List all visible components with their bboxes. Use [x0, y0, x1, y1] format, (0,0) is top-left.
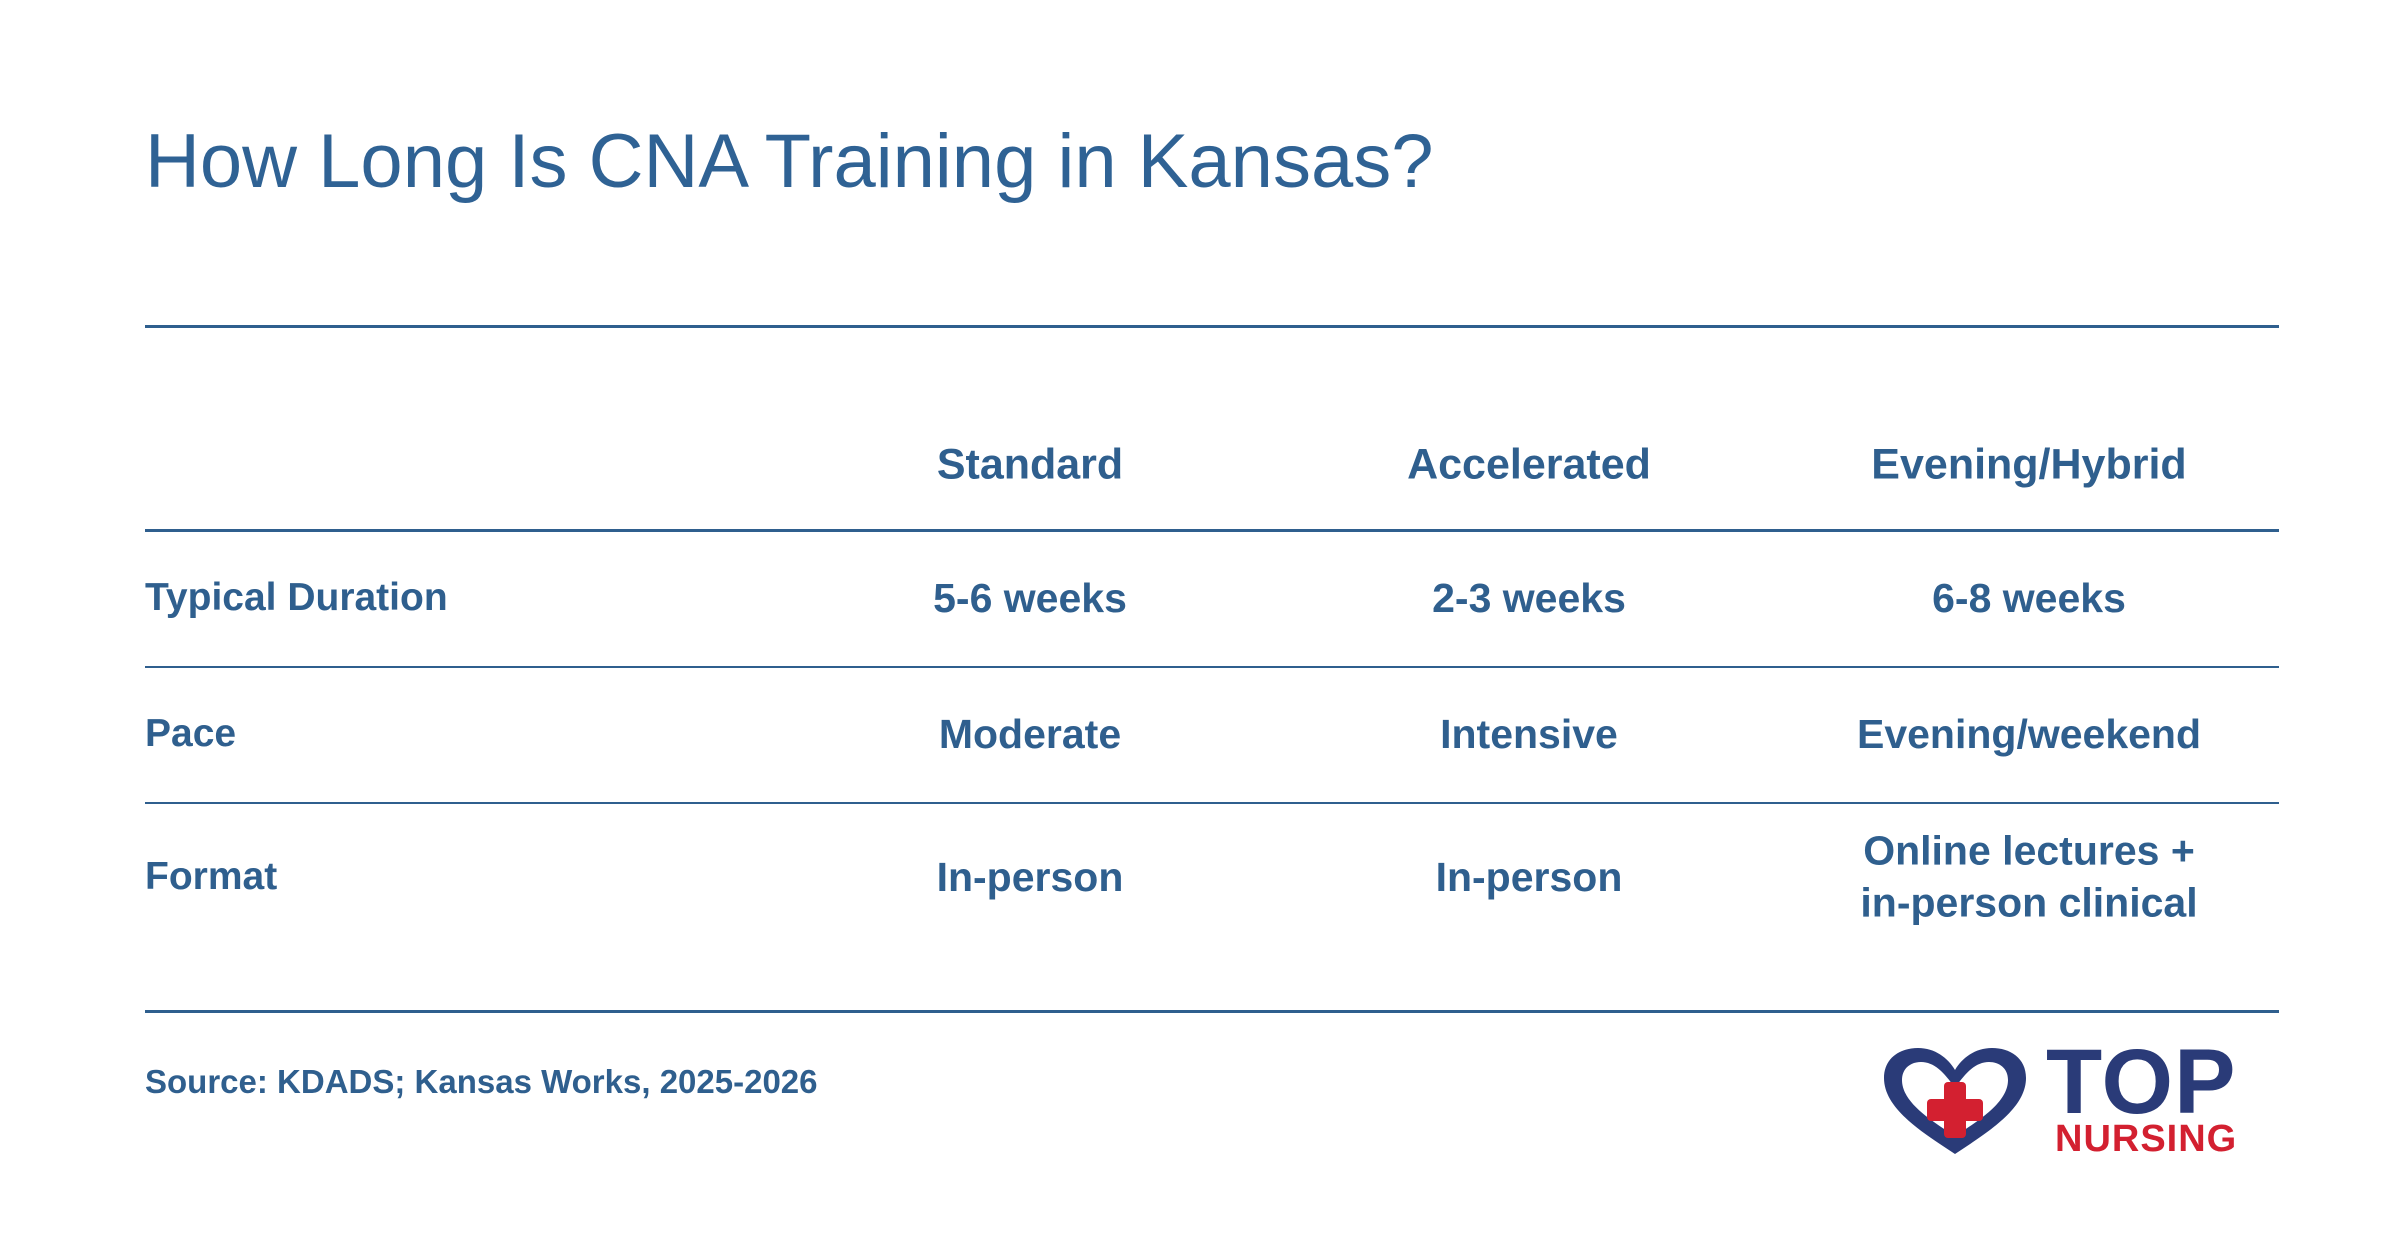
row-label: Pace — [145, 712, 237, 755]
rule — [145, 529, 2279, 532]
source: Source: KDADS; Kansas Works, 2025-2026 — [145, 1063, 818, 1100]
cell: Moderate — [938, 710, 1122, 757]
logo-text: TOP — [2046, 1031, 2237, 1133]
rule — [145, 325, 2279, 328]
cell: 5-6 weeks — [933, 574, 1127, 621]
cell: 2-3 weeks — [1432, 574, 1626, 621]
row-label: Typical Duration — [145, 576, 448, 619]
cell: Evening/weekend — [1856, 710, 2202, 757]
rule — [145, 1010, 2279, 1013]
cell: In-person — [1435, 853, 1623, 900]
cell: Online lectures + in-person clinical — [1860, 827, 2198, 926]
cell: 6-8 weeks — [1932, 574, 2126, 621]
cell: In-person — [936, 853, 1124, 900]
rule — [145, 802, 2279, 804]
column-header: Standard — [936, 440, 1124, 489]
title: How Long Is CNA Training in Kansas? — [145, 119, 1434, 204]
column-header: Accelerated — [1407, 440, 1651, 489]
rule — [145, 666, 2279, 668]
logo-text: NURSING — [2055, 1118, 2238, 1160]
logo-heart — [1884, 1048, 2026, 1154]
row-label: Format — [145, 855, 278, 898]
cell: Intensive — [1440, 710, 1618, 757]
column-header: Evening/Hybrid — [1871, 440, 2187, 489]
